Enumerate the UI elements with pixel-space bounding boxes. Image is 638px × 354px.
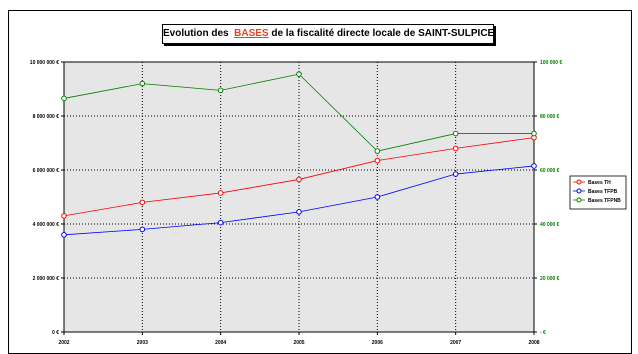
data-point xyxy=(374,194,381,200)
left-axis-tick-label: 10 000 000 € xyxy=(30,60,59,66)
data-point xyxy=(61,232,67,238)
data-point xyxy=(452,171,459,177)
x-axis-tick-label: 2006 xyxy=(372,340,383,346)
legend-entry-label: Bases TFPNB xyxy=(588,198,621,204)
x-axis-tick-label: 2004 xyxy=(215,340,226,346)
left-axis-tick-label: 8 000 000 € xyxy=(33,114,60,120)
data-point xyxy=(139,199,146,206)
legend-entry-label: Bases TFPB xyxy=(588,189,618,195)
left-axis-tick-label: 0 € xyxy=(52,330,59,336)
data-point xyxy=(296,176,302,183)
right-axis-tick-label: 60 000 € xyxy=(540,168,560,174)
data-point xyxy=(61,95,67,102)
x-axis-tick-label: 2002 xyxy=(58,340,69,346)
right-axis-tick-label: 40 000 € xyxy=(540,222,560,228)
left-axis-tick-label: 2 000 000 € xyxy=(33,276,60,282)
chart-title-pre: Evolution des xyxy=(163,28,229,39)
data-point xyxy=(217,219,224,226)
data-point xyxy=(217,87,224,94)
chart-title-post: de la fiscalité directe locale de SAINT-… xyxy=(271,28,495,39)
data-point xyxy=(531,130,537,137)
right-axis-tick-label: 20 000 € xyxy=(540,276,560,282)
legend-swatch-marker xyxy=(576,179,582,185)
chart-title-highlight: BASES xyxy=(234,28,269,39)
right-axis-tick-label: 100 000 € xyxy=(540,60,562,66)
data-point xyxy=(296,71,302,77)
right-axis-tick-label: - € xyxy=(540,330,546,336)
data-point xyxy=(61,213,67,219)
legend-entry-label: Bases TH xyxy=(588,180,611,186)
legend-swatch-marker xyxy=(576,188,582,194)
data-point xyxy=(296,209,302,215)
left-axis-tick-label: 6 000 000 € xyxy=(33,168,60,174)
data-point xyxy=(374,148,381,154)
legend: Bases TH Bases TFPB Bases TFPNB xyxy=(569,175,627,210)
x-axis-tick-label: 2008 xyxy=(528,340,539,346)
chart-title: Evolution des BASES de la fiscalité dire… xyxy=(162,24,494,44)
right-axis-tick-label: 80 000 € xyxy=(540,114,560,120)
x-axis-tick-label: 2007 xyxy=(450,340,461,346)
data-point xyxy=(139,80,146,87)
x-axis-tick-label: 2003 xyxy=(137,340,148,346)
data-point xyxy=(374,157,381,164)
data-point xyxy=(531,163,537,169)
left-axis-tick-label: 4 000 000 € xyxy=(33,222,60,228)
data-point xyxy=(452,145,459,152)
legend-swatch-marker xyxy=(576,197,582,203)
data-point xyxy=(139,226,146,233)
data-point xyxy=(217,190,224,196)
data-point xyxy=(452,130,459,137)
x-axis-tick-label: 2005 xyxy=(293,340,304,346)
